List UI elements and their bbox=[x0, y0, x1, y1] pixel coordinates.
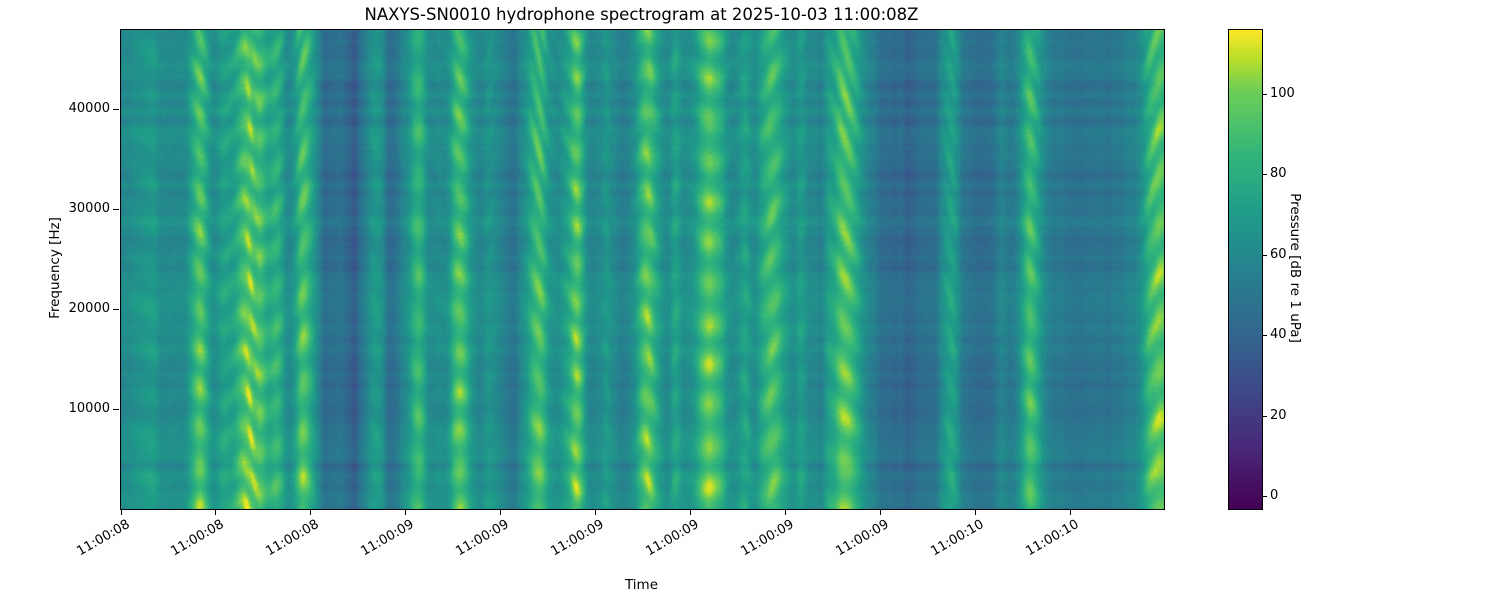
colorbar-tick-mark bbox=[1263, 335, 1267, 337]
colorbar-canvas bbox=[1229, 30, 1262, 509]
y-tick-label: 40000 bbox=[68, 101, 110, 117]
colorbar-tick-mark bbox=[1263, 254, 1267, 256]
colorbar-tick-mark bbox=[1263, 93, 1267, 95]
y-tick-label: 20000 bbox=[68, 300, 110, 316]
plot-title: NAXYS-SN0010 hydrophone spectrogram at 2… bbox=[364, 5, 919, 24]
x-tick-mark bbox=[405, 510, 407, 515]
spectrogram-canvas bbox=[121, 30, 1164, 509]
x-tick-label: 11:00:09 bbox=[738, 517, 797, 560]
x-tick-label: 11:00:09 bbox=[548, 517, 607, 560]
y-tick-mark bbox=[113, 408, 119, 410]
x-tick-label: 11:00:08 bbox=[263, 517, 322, 560]
x-tick-label: 11:00:09 bbox=[358, 517, 417, 560]
x-tick-mark bbox=[974, 510, 976, 515]
x-tick-mark bbox=[310, 510, 312, 515]
x-tick-label: 11:00:08 bbox=[168, 517, 227, 560]
x-tick-mark bbox=[215, 510, 217, 515]
x-tick-label: 11:00:09 bbox=[833, 517, 892, 560]
x-tick-label: 11:00:09 bbox=[453, 517, 512, 560]
x-tick-mark bbox=[689, 510, 691, 515]
y-tick-mark bbox=[113, 109, 119, 111]
colorbar-tick-label: 20 bbox=[1270, 407, 1287, 423]
x-tick-mark bbox=[784, 510, 786, 515]
colorbar bbox=[1228, 29, 1263, 510]
colorbar-tick-label: 60 bbox=[1270, 246, 1287, 262]
colorbar-tick-label: 0 bbox=[1270, 488, 1279, 504]
colorbar-tick-mark bbox=[1263, 174, 1267, 176]
x-tick-label: 11:00:10 bbox=[1023, 517, 1082, 560]
colorbar-tick-label: 40 bbox=[1270, 327, 1287, 343]
colorbar-tick-label: 100 bbox=[1270, 85, 1295, 101]
x-tick-mark bbox=[120, 510, 122, 515]
x-tick-mark bbox=[500, 510, 502, 515]
y-axis-label: Frequency [Hz] bbox=[47, 217, 63, 319]
x-tick-label: 11:00:09 bbox=[643, 517, 702, 560]
x-tick-mark bbox=[879, 510, 881, 515]
x-tick-mark bbox=[1069, 510, 1071, 515]
y-tick-label: 10000 bbox=[68, 400, 110, 416]
x-tick-mark bbox=[595, 510, 597, 515]
y-tick-mark bbox=[113, 209, 119, 211]
spectrogram-plot bbox=[120, 29, 1165, 510]
y-tick-mark bbox=[113, 308, 119, 310]
x-tick-label: 11:00:08 bbox=[73, 517, 132, 560]
x-tick-label: 11:00:10 bbox=[928, 517, 987, 560]
y-tick-label: 30000 bbox=[68, 201, 110, 217]
colorbar-tick-mark bbox=[1263, 415, 1267, 417]
x-axis-label: Time bbox=[624, 577, 659, 593]
colorbar-label: Pressure [dB re 1 uPa] bbox=[1287, 193, 1303, 343]
colorbar-tick-label: 80 bbox=[1270, 166, 1287, 182]
colorbar-tick-mark bbox=[1263, 496, 1267, 498]
